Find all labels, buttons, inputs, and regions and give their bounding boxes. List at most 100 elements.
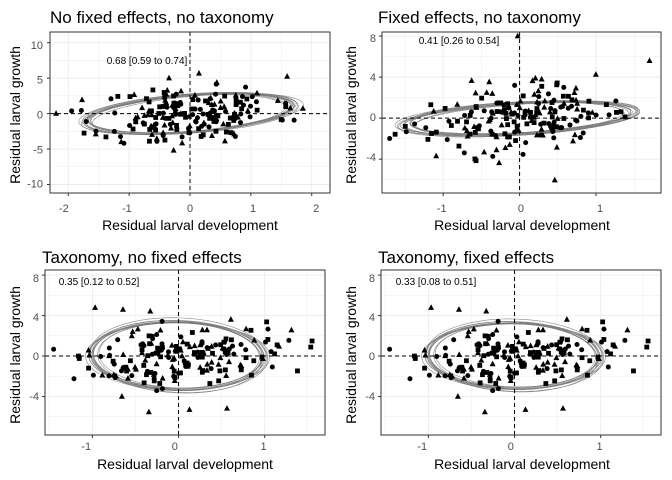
data-point [279,117,285,123]
x-tick-label: -1 [81,441,91,453]
data-point [502,107,507,113]
data-point [199,326,206,333]
data-point [146,99,152,105]
data-point [520,93,526,99]
data-point [451,337,457,343]
data-point [174,122,179,128]
data-point [412,353,417,359]
data-point [132,114,139,121]
data-point [574,367,580,373]
data-point [561,116,567,121]
data-point [465,328,472,334]
data-point [527,342,534,349]
data-point [217,368,223,374]
y-tick-label: 0 [369,351,375,363]
data-point [254,107,260,113]
data-point [169,356,176,362]
data-point [482,333,488,339]
y-axis-label: Residual larval growth [7,286,23,424]
data-point [490,153,496,159]
data-point [274,97,281,103]
x-axis-label: Residual larval development [102,217,278,233]
data-point [412,121,418,127]
data-point [265,337,271,342]
data-point [508,375,514,380]
data-point [166,349,172,355]
y-tick-label: -10 [27,179,43,191]
data-point [249,94,255,100]
y-tick-label: 0 [37,109,43,121]
data-point [223,129,229,135]
data-point [447,361,453,367]
data-point [234,114,241,120]
data-point [227,316,234,322]
data-point [284,73,291,79]
data-point [535,349,541,355]
data-point [513,346,520,353]
data-point [160,129,167,136]
data-point [490,332,496,338]
data-point [115,94,121,99]
panel-no-fixed-no-taxonomy: No fixed effects, no taxonomy -10 -5 0 5… [7,8,331,233]
data-point [174,101,180,107]
x-axis-label: Residual larval development [97,456,273,472]
data-point [448,375,454,381]
data-point [559,125,565,131]
data-point [488,370,494,376]
data-point [565,337,570,343]
data-point [544,366,550,372]
data-point [200,119,207,126]
data-point [216,378,222,384]
data-point [535,339,541,345]
x-tick-label: -2 [59,203,69,215]
data-point [169,363,176,370]
data-point [204,361,211,367]
data-point [516,104,523,111]
data-point [558,367,564,373]
data-point [489,131,495,137]
data-point [446,358,452,364]
data-point [442,345,448,351]
data-point [442,352,449,359]
data-point [213,115,220,122]
data-point [514,334,520,340]
y-tick-label: 0 [33,351,39,363]
data-point [162,137,168,143]
data-point [172,105,179,111]
data-point [506,105,512,111]
data-point [587,358,593,364]
data-point [162,97,169,103]
data-point [233,102,239,108]
data-point [251,336,258,343]
data-point [195,70,202,76]
data-point [144,96,149,102]
data-point [565,105,571,111]
data-point [127,123,133,129]
data-point [508,110,515,117]
data-point [170,147,177,153]
x-tick-label: 0 [172,441,178,453]
data-point [288,326,295,333]
data-point [521,114,527,120]
data-point [446,118,452,124]
data-point [473,158,479,164]
data-point [529,77,536,84]
data-point [407,376,413,382]
data-point [153,135,160,141]
x-tick-label: 1 [260,441,266,453]
data-point [493,381,499,386]
x-tick-label: 1 [597,203,603,215]
data-point [546,350,551,356]
data-point [179,338,186,345]
data-point [112,375,118,381]
data-point [145,353,151,359]
data-point [572,84,579,91]
data-point [161,121,168,128]
data-point [92,304,99,310]
data-point [208,366,214,372]
data-point [178,111,183,117]
data-point [118,393,125,399]
data-point [569,137,576,144]
data-point [268,349,274,355]
data-point [229,337,234,343]
